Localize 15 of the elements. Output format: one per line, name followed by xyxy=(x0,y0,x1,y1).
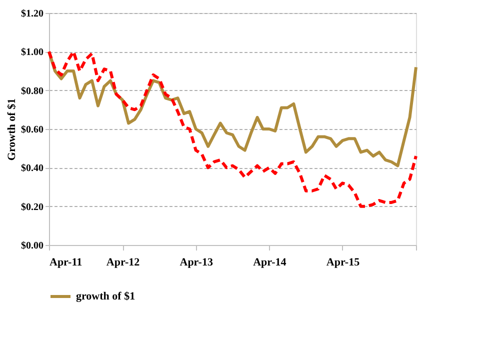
x-tick-label: Apr-15 xyxy=(326,256,360,268)
x-tick-label: Apr-13 xyxy=(180,256,214,268)
y-tick-label: $0.00 xyxy=(21,240,44,252)
x-tick-label: Apr-12 xyxy=(106,256,140,268)
x-tick-label: Apr-11 xyxy=(50,256,82,268)
y-tick-label: $0.60 xyxy=(21,124,44,136)
y-tick-label: $1.20 xyxy=(21,8,44,20)
y-axis-title: Growth of $1 xyxy=(6,98,18,161)
y-tick-label: $0.40 xyxy=(21,163,44,174)
y-tick-label: $1.00 xyxy=(21,47,44,58)
y-tick-label: $0.80 xyxy=(21,86,44,97)
line-series xyxy=(48,50,418,208)
x-tick-label: Apr-14 xyxy=(253,256,287,268)
y-tick-label: $0.20 xyxy=(21,202,44,213)
legend-label: growth of $1 xyxy=(76,290,136,302)
